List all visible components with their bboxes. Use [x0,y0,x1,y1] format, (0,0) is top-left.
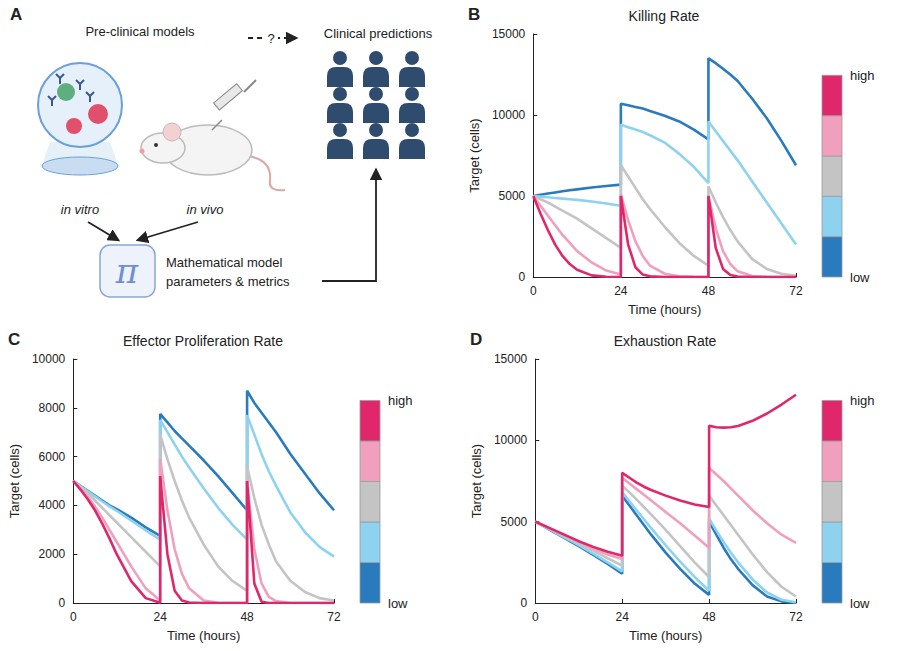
svg-text:5000: 5000 [501,515,528,529]
svg-text:24: 24 [615,610,629,624]
svg-text:Clinical predictions: Clinical predictions [324,26,433,41]
svg-text:?: ? [267,31,274,46]
svg-text:6000: 6000 [39,450,66,464]
svg-text:10000: 10000 [492,108,526,122]
svg-text:0: 0 [532,610,539,624]
svg-text:48: 48 [702,610,716,624]
svg-text:Target (cells): Target (cells) [7,444,22,518]
svg-text:high: high [850,68,875,83]
svg-text:low: low [850,270,870,285]
svg-text:0: 0 [530,284,537,298]
svg-text:C: C [8,330,20,349]
svg-text:parameters & metrics: parameters & metrics [166,274,290,289]
svg-text:15000: 15000 [494,352,528,366]
svg-text:10000: 10000 [494,433,528,447]
svg-text:5000: 5000 [499,189,526,203]
svg-text:48: 48 [240,610,254,624]
svg-text:48: 48 [702,284,716,298]
svg-text:24: 24 [614,284,628,298]
svg-text:low: low [850,596,870,611]
svg-text:72: 72 [327,610,341,624]
svg-text:Killing Rate: Killing Rate [629,8,700,24]
svg-text:B: B [468,5,480,24]
svg-text:Mathematical model: Mathematical model [166,255,282,270]
svg-text:Time (hours): Time (hours) [167,628,240,643]
svg-text:72: 72 [789,610,803,624]
svg-text:D: D [470,330,482,349]
svg-text:A: A [10,5,22,24]
svg-text:Target (cells): Target (cells) [467,118,482,192]
svg-text:high: high [850,393,875,408]
svg-text:π: π [115,251,139,291]
svg-text:4000: 4000 [39,498,66,512]
svg-text:15000: 15000 [492,27,526,41]
svg-text:Time (hours): Time (hours) [629,628,702,643]
svg-text:10000: 10000 [32,352,66,366]
svg-text:72: 72 [789,284,803,298]
svg-text:Effector Proliferation Rate: Effector Proliferation Rate [123,333,283,349]
svg-text:24: 24 [153,610,167,624]
svg-text:0: 0 [521,596,528,610]
svg-text:8000: 8000 [39,401,66,415]
svg-text:in vivo: in vivo [187,202,224,217]
svg-text:Target (cells): Target (cells) [469,444,484,518]
svg-text:0: 0 [70,610,77,624]
svg-text:Exhaustion Rate: Exhaustion Rate [614,333,717,349]
svg-text:in vitro: in vitro [61,202,99,217]
svg-text:Pre-clinical models: Pre-clinical models [85,24,195,39]
svg-text:2000: 2000 [39,547,66,561]
svg-text:high: high [388,393,413,408]
svg-text:0: 0 [519,270,526,284]
svg-text:low: low [388,596,408,611]
svg-text:0: 0 [59,596,66,610]
svg-text:Time (hours): Time (hours) [628,302,701,317]
